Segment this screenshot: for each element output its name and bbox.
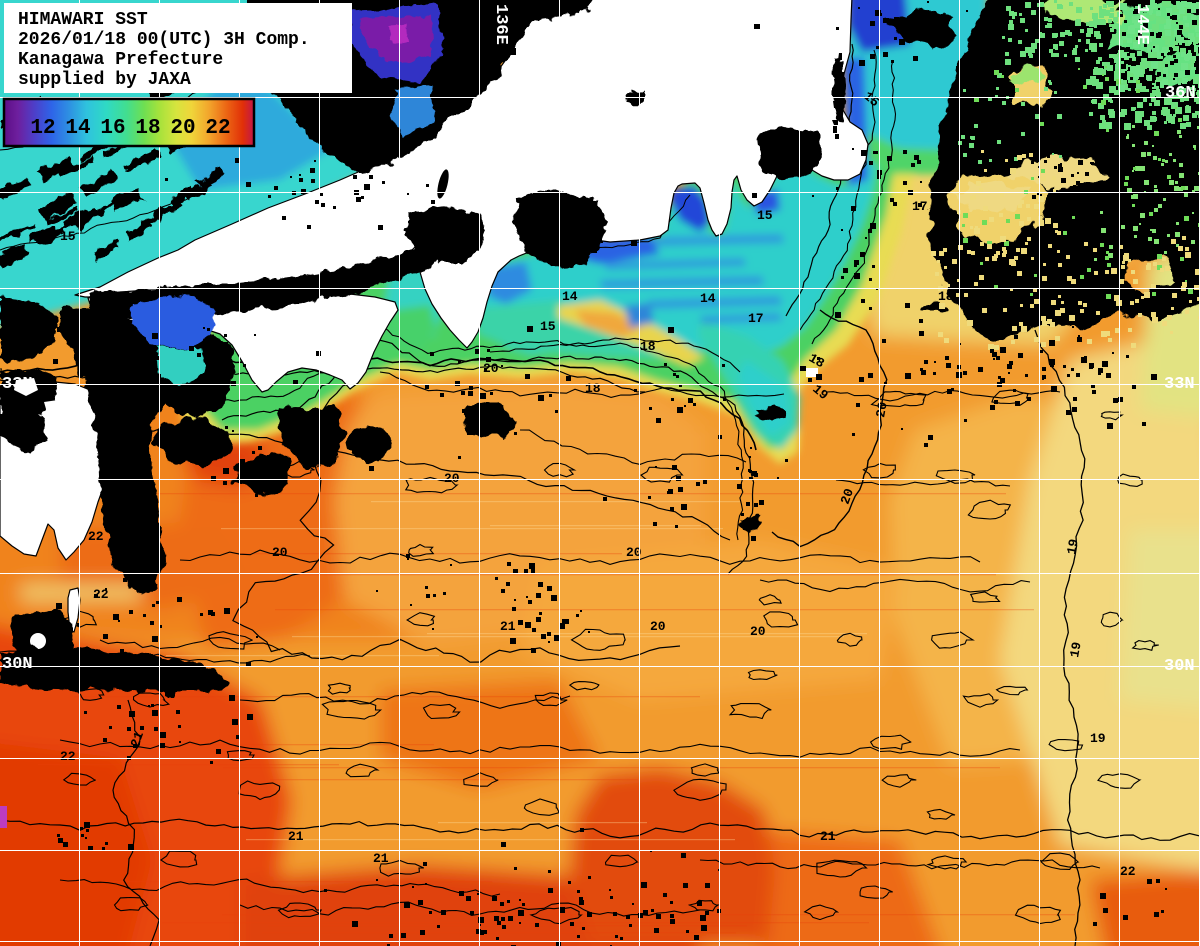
svg-text:19: 19 xyxy=(1067,641,1085,659)
svg-text:20: 20 xyxy=(170,117,195,140)
svg-text:14: 14 xyxy=(700,291,716,306)
svg-text:18: 18 xyxy=(938,289,954,304)
svg-text:19: 19 xyxy=(1090,731,1106,746)
svg-text:18: 18 xyxy=(585,381,601,396)
svg-text:21: 21 xyxy=(373,851,389,866)
svg-text:21: 21 xyxy=(288,829,304,844)
svg-text:20: 20 xyxy=(838,486,857,506)
svg-text:14: 14 xyxy=(562,289,578,304)
svg-text:20: 20 xyxy=(444,471,460,486)
svg-text:20: 20 xyxy=(626,545,642,560)
svg-text:supplied by JAXA: supplied by JAXA xyxy=(18,70,191,90)
svg-text:18: 18 xyxy=(135,117,160,140)
svg-text:36N: 36N xyxy=(1165,84,1196,103)
svg-text:17: 17 xyxy=(748,311,764,326)
svg-text:2026/01/18 00(UTC) 3H Comp.: 2026/01/18 00(UTC) 3H Comp. xyxy=(18,30,310,50)
svg-text:136E: 136E xyxy=(491,4,510,45)
svg-text:21: 21 xyxy=(500,619,516,634)
svg-text:22: 22 xyxy=(205,117,230,140)
svg-text:15: 15 xyxy=(540,319,556,334)
svg-text:22: 22 xyxy=(60,749,76,764)
svg-text:30N: 30N xyxy=(1164,657,1195,676)
svg-text:16: 16 xyxy=(100,117,125,140)
svg-text:18: 18 xyxy=(640,339,656,354)
svg-text:30N: 30N xyxy=(2,655,33,674)
svg-text:22: 22 xyxy=(93,587,109,602)
svg-text:20: 20 xyxy=(873,401,891,419)
svg-text:20: 20 xyxy=(650,619,666,634)
svg-text:22: 22 xyxy=(88,529,104,544)
svg-text:18: 18 xyxy=(806,350,827,371)
svg-text:15: 15 xyxy=(757,208,773,223)
svg-text:21: 21 xyxy=(820,829,836,844)
svg-text:HIMAWARI SST: HIMAWARI SST xyxy=(18,10,148,30)
svg-text:33N: 33N xyxy=(1164,375,1195,394)
svg-text:14: 14 xyxy=(65,117,90,140)
svg-text:20: 20 xyxy=(750,624,766,639)
svg-text:22: 22 xyxy=(1120,864,1136,879)
svg-text:12: 12 xyxy=(30,117,55,140)
svg-text:144E: 144E xyxy=(1132,4,1151,45)
svg-text:33N: 33N xyxy=(2,375,33,394)
svg-text:20: 20 xyxy=(272,545,288,560)
svg-text:21: 21 xyxy=(128,729,147,749)
svg-text:Kanagawa Prefecture: Kanagawa Prefecture xyxy=(18,50,223,70)
svg-text:19: 19 xyxy=(1064,538,1082,556)
svg-text:20: 20 xyxy=(483,361,499,376)
